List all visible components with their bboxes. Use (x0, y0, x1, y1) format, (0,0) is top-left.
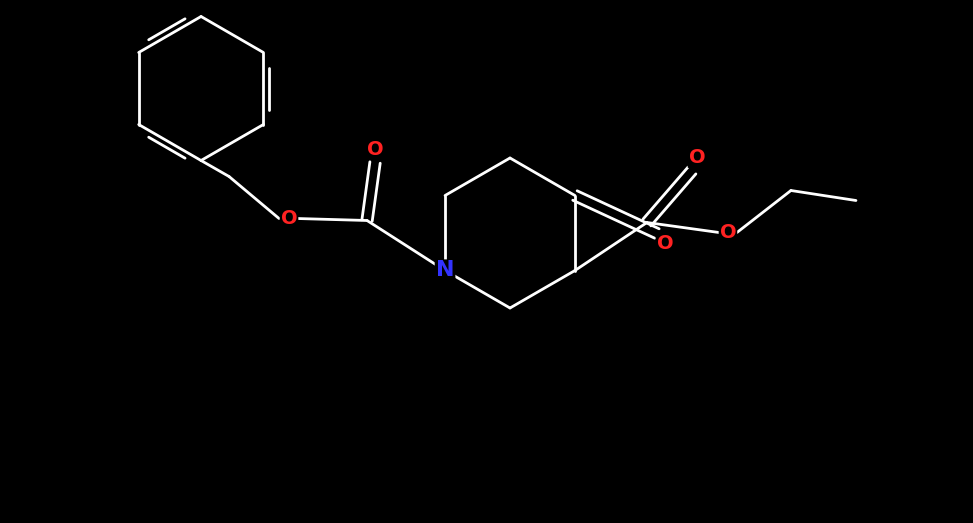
Text: O: O (281, 209, 298, 228)
Text: O: O (367, 140, 383, 159)
Text: N: N (436, 260, 454, 280)
Text: O: O (720, 223, 737, 242)
Text: O: O (657, 234, 673, 253)
Text: O: O (689, 148, 705, 167)
